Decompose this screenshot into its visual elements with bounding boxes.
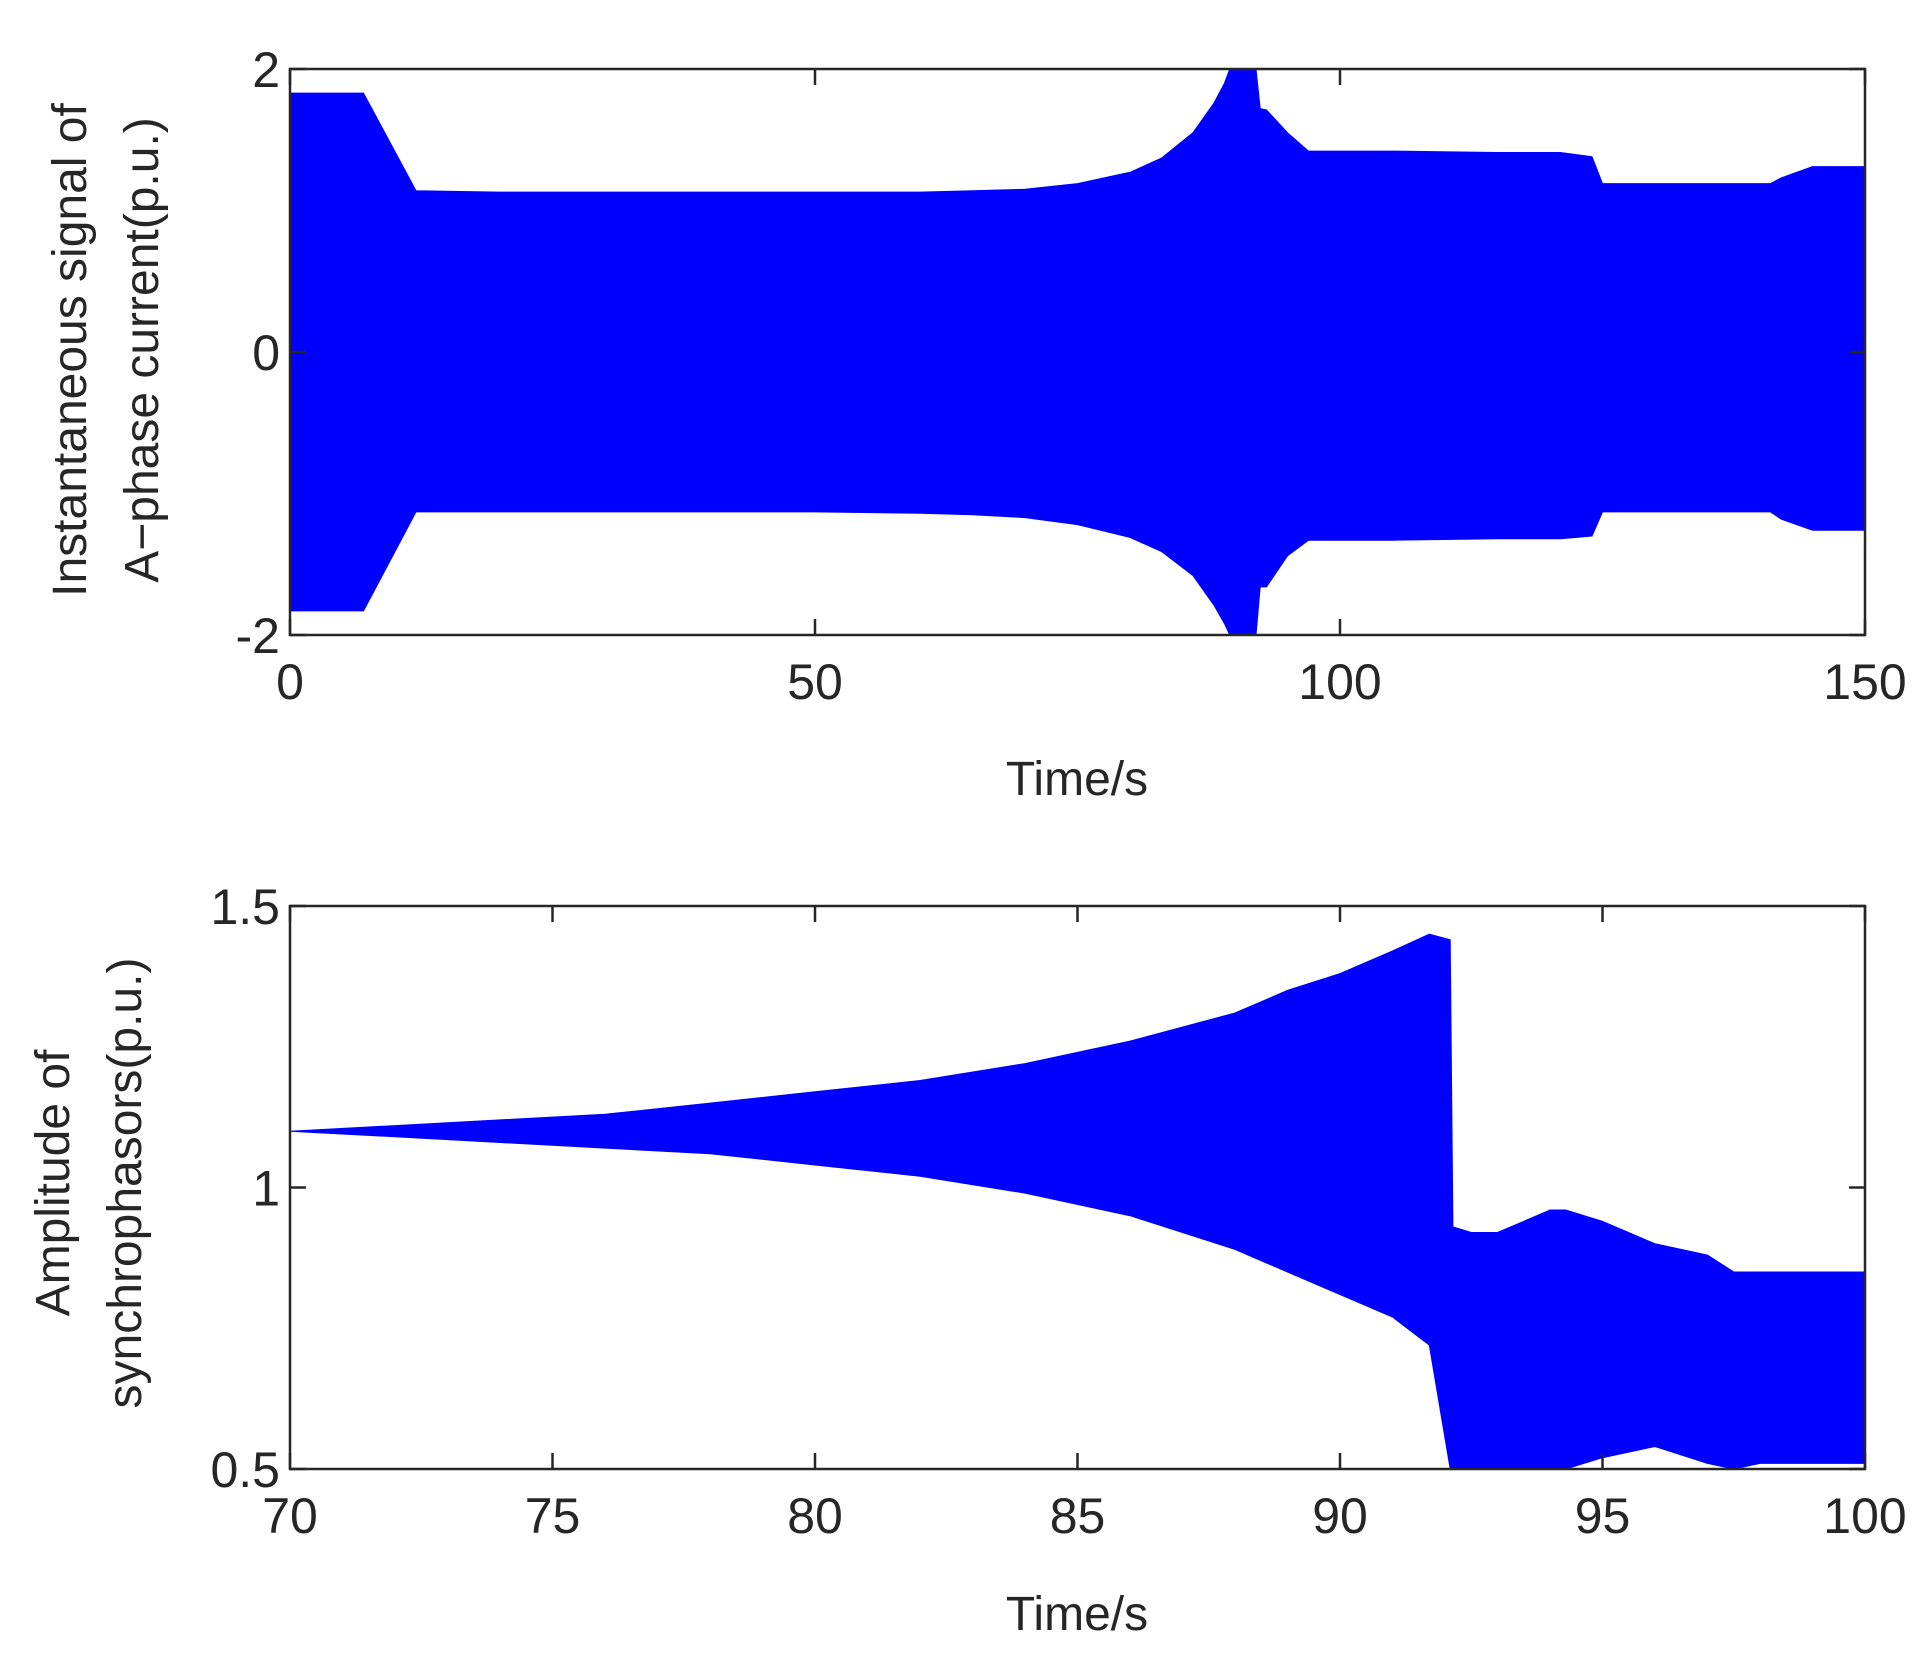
bottom-y-tick-label: 0.5 (210, 1442, 280, 1498)
bottom-x-tick-label: 95 (1575, 1488, 1631, 1544)
top-x-axis-label: Time/s (1006, 753, 1148, 806)
bottom-x-tick-label: 80 (787, 1488, 843, 1544)
bottom-ticks: 70 75 80 85 90 95 100 0.5 1 1.5 (210, 879, 1906, 1544)
bottom-y-axis-label-line-1: Amplitude of (27, 1049, 80, 1316)
bottom-y-axis-label-line-2: synchrophasors(p.u.) (99, 958, 152, 1409)
bottom-x-tick-label: 100 (1823, 1488, 1906, 1544)
top-x-tick-label: 0 (276, 654, 304, 710)
top-y-tick-label: 2 (252, 42, 280, 98)
top-plot-area (289, 68, 1866, 636)
bottom-y-tick-label: 1 (252, 1161, 280, 1217)
top-signal-envelope-0 (289, 68, 1866, 636)
top-y-axis-label-line-2: A−phase current(p.u.) (116, 117, 169, 583)
bottom-x-tick-label: 70 (262, 1488, 318, 1544)
bottom-x-tick-label: 90 (1312, 1488, 1368, 1544)
bottom-x-tick-label: 85 (1050, 1488, 1106, 1544)
top-x-tick-label: 50 (787, 654, 843, 710)
bottom-plot-area (289, 933, 1866, 1470)
top-x-tick-label: 150 (1823, 654, 1906, 710)
top-x-tick-label: 100 (1298, 654, 1381, 710)
bottom-x-axis-label: Time/s (1006, 1588, 1148, 1641)
top-y-tick-label: -2 (236, 608, 280, 664)
top-panel: 0 50 100 150-202 Time/s Instantaneous signa… (44, 42, 1907, 806)
bottom-signal-envelope-0 (289, 933, 1866, 1470)
top-y-tick-label: 0 (252, 325, 280, 381)
top-ticks: 0 50 100 150-202 (236, 42, 1907, 710)
bottom-x-tick-label: 75 (525, 1488, 581, 1544)
top-y-axis-label-line-1: Instantaneous signal of (44, 102, 97, 596)
bottom-y-tick-label: 1.5 (210, 879, 280, 935)
bottom-panel: 70 75 80 85 90 95 100 0.5 1 1.5 Time/s Amplitude … (27, 879, 1907, 1641)
